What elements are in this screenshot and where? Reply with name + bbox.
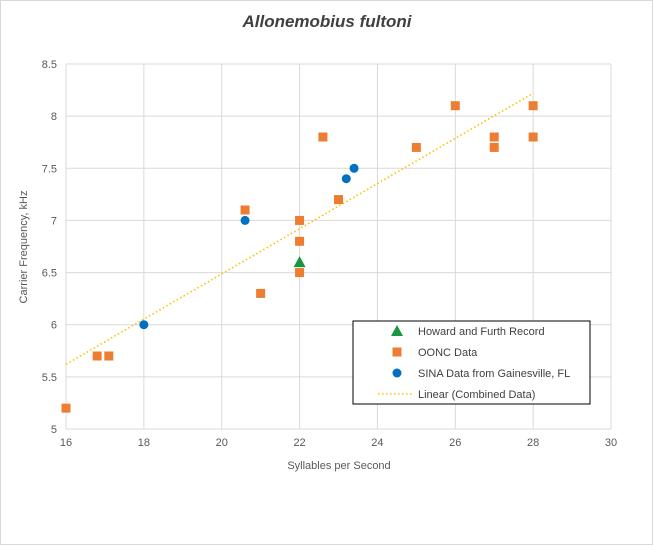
data-point-square (334, 195, 343, 205)
x-axis-label: Syllables per Second (287, 460, 390, 472)
data-point-circle (349, 163, 359, 173)
data-point-square (295, 215, 305, 225)
data-point-square (295, 268, 305, 278)
legend-marker-circle (392, 368, 402, 378)
legend-marker-square (392, 347, 402, 357)
grid (65, 63, 612, 430)
data-point-square (528, 101, 538, 111)
data-point-circle (240, 215, 250, 225)
tick-labels: 5 5.5 6 6.5 7 7.5 8 8.5 16 18 20 22 24 26 28 30 (42, 59, 617, 449)
y-tick-label: 5 (51, 424, 57, 436)
data-point-square (104, 351, 114, 361)
data-point-square (528, 132, 538, 142)
legend-marker-triangle (391, 325, 403, 336)
data-point-square (295, 236, 305, 246)
x-tick-label: 30 (605, 437, 617, 449)
data-point-square (92, 351, 102, 361)
legend-entry-label: OONC Data (418, 347, 478, 359)
x-tick-label: 20 (216, 437, 228, 449)
data-point-square (318, 132, 328, 142)
data-point-circle (341, 174, 351, 184)
data-point-square (256, 288, 266, 298)
data-point-square (489, 132, 499, 142)
x-tick-label: 18 (138, 437, 150, 449)
y-tick-label: 6 (51, 320, 57, 332)
y-tick-label: 7.5 (42, 163, 57, 175)
data-point-square (489, 142, 499, 152)
x-tick-label: 28 (527, 437, 539, 449)
x-tick-label: 22 (293, 437, 305, 449)
legend: Howard and Furth Record OONC Data SINA Dat… (352, 320, 591, 405)
data-points (61, 101, 538, 413)
y-tick-label: 5.5 (42, 372, 57, 384)
data-point-square (411, 142, 421, 152)
x-tick-label: 16 (60, 437, 72, 449)
y-tick-label: 7 (51, 215, 57, 227)
y-axis-label: Carrier Frequency, kHz (18, 191, 30, 304)
y-tick-label: 6.5 (42, 268, 57, 280)
chart-title: Allonemobius fultoni (241, 12, 412, 31)
legend-entry-label: SINA Data from Gainesville, FL (418, 368, 570, 380)
data-point-square (240, 205, 250, 215)
data-point-square (450, 101, 460, 111)
data-point-circle (139, 320, 149, 330)
legend-entry-label: Linear (Combined Data) (418, 389, 535, 401)
legend-entry-label: Howard and Furth Record (418, 326, 545, 338)
data-point-square (61, 403, 71, 413)
data-point-triangle (293, 256, 306, 268)
x-tick-label: 24 (371, 437, 383, 449)
y-tick-label: 8.5 (42, 59, 57, 71)
y-tick-label: 8 (51, 111, 57, 123)
x-tick-label: 26 (449, 437, 461, 449)
